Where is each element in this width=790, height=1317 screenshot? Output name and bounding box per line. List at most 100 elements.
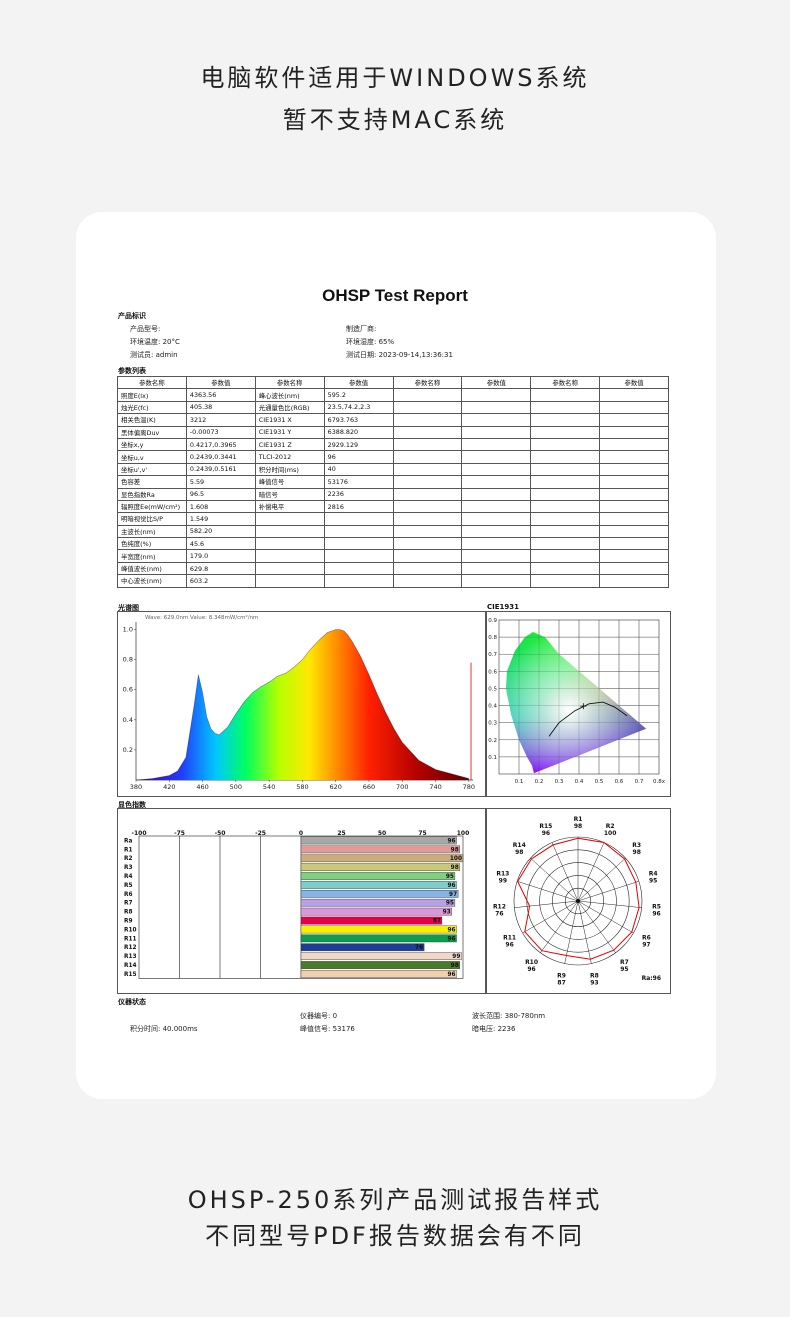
radar-value: 99	[499, 878, 507, 885]
radar-value: 97	[642, 942, 650, 949]
params-table: 参数名称 参数值 参数名称 参数值 参数名称 参数值 参数名称 参数值 照度E(…	[117, 375, 669, 588]
param-value-cell: 40	[323, 462, 394, 477]
empty-cell	[530, 450, 601, 464]
spectrum-annotation: Wave: 629.0nm Value: 8.348mW/cm²/nm	[145, 614, 258, 621]
param-name-cell: 中心波长(nm)	[117, 574, 187, 588]
x-tick-label: 75	[418, 830, 426, 837]
y-tick-label: 0.8	[488, 635, 497, 641]
bar-value-label: 96	[447, 883, 455, 889]
header-cell: 参数名称	[392, 375, 463, 390]
footer-line-1: OHSP-250系列产品测试报告样式	[187, 1186, 603, 1214]
x-tick-label: 0.2	[535, 779, 544, 785]
y-tick-label: 0.4	[488, 704, 497, 710]
y-tick-label: 0.8	[123, 656, 133, 664]
integration-time: 积分时间: 40.000ms	[130, 1025, 198, 1033]
param-name-cell	[254, 549, 325, 563]
empty-cell	[392, 425, 463, 439]
x-tick-label: 0.8x	[653, 779, 666, 785]
cri-bar	[300, 961, 460, 969]
param-name-cell: 补偿电平	[254, 499, 325, 514]
header-line-1: 电脑软件适用于WINDOWS系统	[200, 64, 590, 92]
radar-label: R2	[606, 823, 615, 830]
empty-cell	[392, 413, 463, 427]
empty-cell	[461, 537, 532, 551]
empty-cell	[392, 512, 463, 526]
param-value-cell: 629.8	[185, 561, 256, 576]
empty-cell	[461, 512, 532, 526]
bar-value-label: 100	[450, 856, 462, 862]
empty-cell	[461, 475, 532, 489]
x-tick-label: 0.6	[615, 779, 624, 785]
params-section-title: 参数列表	[118, 367, 146, 375]
empty-cell	[530, 499, 601, 514]
empty-cell	[530, 561, 601, 576]
cri-bar	[300, 898, 456, 907]
radar-spoke	[577, 880, 639, 902]
param-name-cell: CIE1931 Y	[254, 425, 325, 439]
humidity: 环境湿度: 65%	[346, 338, 395, 346]
x-tick-label: 0	[299, 830, 303, 837]
category-label: R15	[124, 972, 137, 978]
y-tick-label: 0.7	[488, 652, 497, 658]
empty-cell	[461, 450, 532, 464]
param-name-cell	[254, 524, 325, 539]
empty-cell	[392, 537, 463, 551]
header-cell: 参数值	[185, 375, 256, 390]
param-value-cell: 0.2439,0.5161	[185, 462, 256, 477]
radar-value: 95	[649, 878, 657, 885]
radar-label: R4	[649, 871, 658, 878]
empty-cell	[599, 561, 669, 576]
table-row: 坐标u',v' 0.2439,0.5161 积分时间(ms) 40	[117, 462, 669, 477]
param-value-cell: 2236	[323, 487, 394, 501]
param-value-cell: 53176	[323, 475, 394, 489]
cri-bar	[300, 907, 452, 916]
category-label: R3	[124, 865, 133, 871]
empty-cell	[461, 574, 532, 588]
radar-spoke	[577, 900, 642, 908]
radar-spoke	[564, 900, 579, 964]
param-name-cell: 暗信号	[254, 487, 325, 501]
empty-cell	[461, 499, 532, 514]
param-value-cell: 0.4217,0.3965	[185, 437, 256, 452]
empty-cell	[392, 499, 463, 514]
param-name-cell	[254, 512, 325, 526]
empty-cell	[599, 549, 669, 563]
param-name-cell: 辐照度Ee(mW/cm²)	[117, 499, 187, 514]
params-table-header: 参数名称 参数值 参数名称 参数值 参数名称 参数值 参数名称 参数值	[117, 375, 669, 390]
empty-cell	[392, 400, 463, 415]
instrument-no: 仪器编号: 0	[300, 1012, 338, 1020]
header-cell: 参数名称	[117, 375, 187, 390]
param-name-cell: 峰值信号	[254, 475, 325, 489]
x-tick-label: 0.3	[555, 779, 564, 785]
table-row: 相关色温(K) 3212 CIE1931 X 6793.763	[117, 413, 669, 427]
cri-bar	[300, 943, 425, 952]
empty-cell	[530, 487, 601, 501]
empty-cell	[530, 537, 601, 551]
radar-value: 98	[633, 849, 641, 856]
y-tick-label: 0.3	[488, 721, 497, 727]
cri-bar	[300, 854, 464, 863]
param-name-cell: 峰心波长(nm)	[254, 388, 325, 402]
radar-label: R8	[590, 972, 599, 979]
param-value-cell: 96	[323, 450, 394, 464]
y-tick-label: 0.1	[488, 755, 497, 761]
y-tick-label: 0.6	[488, 669, 497, 675]
radar-label: R10	[525, 959, 538, 966]
param-value-cell: 3212	[185, 413, 256, 427]
empty-cell	[392, 561, 463, 576]
param-value-cell: 1.608	[185, 499, 256, 514]
radar-label: R11	[503, 935, 516, 942]
empty-cell	[599, 524, 669, 539]
empty-cell	[530, 437, 601, 452]
empty-cell	[461, 388, 532, 402]
param-value-cell: 23.5,74.2,2.3	[323, 400, 394, 415]
bar-value-label: 97	[449, 892, 457, 898]
empty-cell	[599, 413, 669, 427]
x-tick-label: 380	[130, 783, 142, 791]
param-value-cell: 4363.56	[185, 388, 256, 402]
empty-cell	[530, 512, 601, 526]
empty-cell	[530, 549, 601, 563]
category-label: R11	[124, 936, 137, 942]
cie-panel: 0.1 0.2 0.3 0.4 0.5 0.6 0.7 0.8x 0.1 0.2 0.3 0.4 0.5…	[486, 611, 671, 797]
